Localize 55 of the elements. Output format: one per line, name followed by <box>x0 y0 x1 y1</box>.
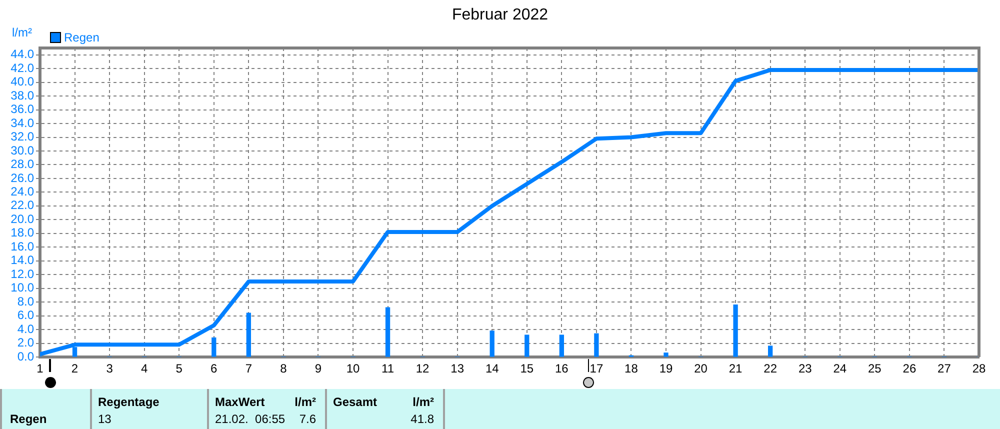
x-tick-label: 23 <box>798 362 812 376</box>
y-tick-label: 6.0 <box>17 308 34 322</box>
x-tick-label: 8 <box>280 362 288 376</box>
x-tick-label: 4 <box>140 362 148 376</box>
y-tick-label: 0.0 <box>17 349 34 364</box>
x-tick-label: 1 <box>36 362 44 376</box>
y-tick-label: 8.0 <box>17 294 34 308</box>
y-tick-label: 44.0 <box>10 47 34 62</box>
y-tick-label: 20.0 <box>10 212 34 226</box>
y-tick-label: 4.0 <box>17 322 34 336</box>
y-tick-label: 38.0 <box>10 88 34 102</box>
x-tick-label: 21 <box>728 362 743 376</box>
x-tick-label: 11 <box>382 362 394 376</box>
x-tick-label: 18 <box>624 362 638 376</box>
x-tick-label: 28 <box>972 362 986 376</box>
x-tick-label: 13 <box>450 362 464 376</box>
y-tick-label: 36.0 <box>10 102 34 116</box>
y-tick-label: 28.0 <box>10 157 34 172</box>
y-tick-label: 26.0 <box>10 170 34 185</box>
x-tick-label: 15 <box>520 362 534 376</box>
y-tick-label: 12.0 <box>10 266 34 281</box>
x-tick-label: 5 <box>176 362 183 376</box>
summary-table: Regen Regentage 13 MaxWert l/m² 21.02. 06:55 7.6 Gesamt l/m² 41.8 <box>0 389 1000 429</box>
y-tick-label: 34.0 <box>10 116 34 130</box>
y-tick-label: 42.0 <box>10 60 34 75</box>
y-tick-label: 22.0 <box>10 198 34 212</box>
y-tick-label: 10.0 <box>10 280 34 295</box>
x-tick-label: 19 <box>659 362 673 376</box>
x-tick-label: 22 <box>764 362 778 376</box>
x-tick-label: 2 <box>71 362 78 376</box>
y-axis-title: l/m² <box>12 25 32 40</box>
x-tick-label: 27 <box>938 362 952 376</box>
y-tick-label: 40.0 <box>10 74 34 89</box>
x-tick-label: 3 <box>106 362 114 376</box>
x-tick-label: 17 <box>590 362 604 376</box>
x-tick-label: 25 <box>868 362 882 376</box>
x-tick-label: 24 <box>833 362 847 376</box>
y-tick-label: 2.0 <box>17 336 34 350</box>
y-tick-label: 24.0 <box>10 184 34 199</box>
x-tick-label: 7 <box>245 362 252 376</box>
x-tick-label: 26 <box>902 362 916 376</box>
y-tick-label: 32.0 <box>10 130 34 144</box>
y-tick-label: 18.0 <box>10 226 34 240</box>
x-tick-label: 14 <box>485 362 500 376</box>
x-tick-label: 16 <box>554 362 569 376</box>
chart-title: Februar 2022 <box>452 6 548 24</box>
x-tick-label: 20 <box>694 362 708 376</box>
legend-label: Regen <box>64 30 100 44</box>
y-tick-label: 14.0 <box>10 253 34 268</box>
x-tick-label: 12 <box>416 362 430 376</box>
x-tick-label: 10 <box>346 362 360 376</box>
y-tick-label: 16.0 <box>10 239 34 254</box>
y-tick-label: 30.0 <box>10 143 34 158</box>
x-tick-label: 6 <box>210 362 218 376</box>
x-tick-label: 9 <box>314 362 322 376</box>
